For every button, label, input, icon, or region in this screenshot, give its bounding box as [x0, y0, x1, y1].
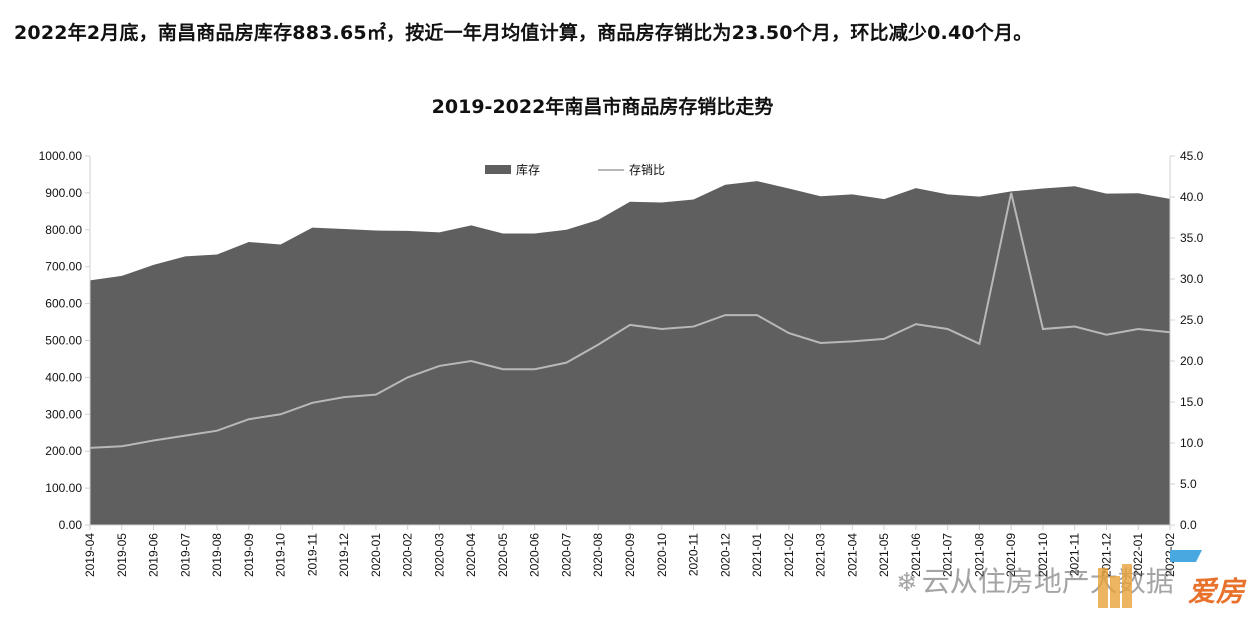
axes-layer: 0.00 100.00 200.00 300.00 400.00 500.00 600.00… — [39, 149, 1204, 577]
logo-mark-icon — [1098, 550, 1202, 608]
x-tick-label: 2020-11 — [687, 533, 701, 576]
legend-swatch-inventory — [485, 165, 511, 174]
y-right-tick-label: 0.0 — [1180, 518, 1197, 532]
y-left-tick-label: 100.00 — [45, 481, 82, 495]
x-tick-label: 2020-08 — [591, 533, 605, 577]
x-tick-label: 2019-08 — [210, 533, 224, 577]
x-tick-label: 2020-02 — [401, 533, 415, 577]
x-tick-label: 2019-05 — [115, 533, 129, 577]
y-right-tick-label: 5.0 — [1180, 477, 1197, 491]
y-left-tick-label: 800.00 — [45, 223, 82, 237]
x-tick-label: 2020-06 — [528, 533, 542, 577]
x-tick-label: 2021-12 — [1099, 533, 1113, 577]
x-tick-label: 2021-09 — [1004, 533, 1018, 577]
ratio-line-layer — [89, 192, 1171, 449]
x-tick-label: 2019-06 — [147, 533, 161, 577]
inventory-area-layer — [89, 180, 1171, 526]
y-left-tick-label: 1000.00 — [39, 149, 83, 163]
x-tick-label: 2019-12 — [337, 533, 351, 577]
y-right-tick-label: 40.0 — [1180, 190, 1204, 204]
brand-logo: 爱房 — [1098, 548, 1248, 608]
y-left-tick-label: 700.00 — [45, 260, 82, 274]
inventory-area — [90, 181, 1170, 526]
wechat-icon: ❄ — [896, 568, 918, 598]
y-left-tick-label: 500.00 — [45, 334, 82, 348]
legend: 库存 存销比 — [485, 162, 665, 177]
x-tick-label: 2020-10 — [655, 533, 669, 577]
x-tick-label: 2021-04 — [845, 533, 859, 577]
y-left-tick-label: 0.00 — [59, 518, 83, 532]
y-left-tick-label: 600.00 — [45, 297, 82, 311]
x-tick-label: 2020-12 — [718, 533, 732, 577]
legend-label-ratio: 存销比 — [629, 163, 665, 177]
x-tick-label: 2019-10 — [274, 533, 288, 577]
x-tick-label: 2020-01 — [369, 533, 383, 577]
chart-title: 2019-2022年南昌市商品房存销比走势 — [431, 96, 774, 118]
legend-label-inventory: 库存 — [516, 162, 540, 177]
y-right-tick-label: 35.0 — [1180, 231, 1204, 245]
x-tick-label: 2021-03 — [814, 533, 828, 577]
x-tick-label: 2021-07 — [941, 533, 955, 577]
y-right-tick-label: 20.0 — [1180, 354, 1204, 368]
y-right-tick-label: 15.0 — [1180, 395, 1204, 409]
x-tick-label: 2020-07 — [559, 533, 573, 577]
x-tick-label: 2021-02 — [782, 533, 796, 577]
y-left-tick-label: 400.00 — [45, 370, 82, 384]
x-tick-label: 2019-07 — [178, 533, 192, 577]
x-tick-label: 2019-11 — [305, 533, 319, 576]
headline: 2022年2月底，南昌商品房库存883.65㎡，按近一年月均值计算，商品房存销比… — [14, 22, 1033, 44]
logo-text: 爱房 — [1187, 575, 1244, 608]
x-tick-label: 2019-09 — [242, 533, 256, 577]
x-tick-label: 2021-10 — [1036, 533, 1050, 577]
x-tick-label: 2021-01 — [750, 533, 764, 577]
x-tick-label: 2020-09 — [623, 533, 637, 577]
x-tick-label: 2019-04 — [83, 533, 97, 577]
y-right-tick-label: 30.0 — [1180, 272, 1204, 286]
y-left-tick-label: 300.00 — [45, 407, 82, 421]
y-right-tick-label: 25.0 — [1180, 313, 1204, 327]
x-tick-label: 2021-06 — [909, 533, 923, 577]
x-tick-label: 2021-05 — [877, 533, 891, 577]
x-tick-label: 2020-03 — [432, 533, 446, 577]
x-tick-label: 2020-05 — [496, 533, 510, 577]
y-left-tick-label: 900.00 — [45, 186, 82, 200]
y-right-tick-label: 45.0 — [1180, 149, 1204, 163]
x-tick-label: 2021-08 — [972, 533, 986, 577]
x-tick-label: 2022-01 — [1131, 533, 1145, 577]
x-tick-label: 2021-11 — [1068, 533, 1082, 576]
x-tick-label: 2020-04 — [464, 533, 478, 577]
y-left-tick-label: 200.00 — [45, 444, 82, 458]
y-right-tick-label: 10.0 — [1180, 436, 1204, 450]
